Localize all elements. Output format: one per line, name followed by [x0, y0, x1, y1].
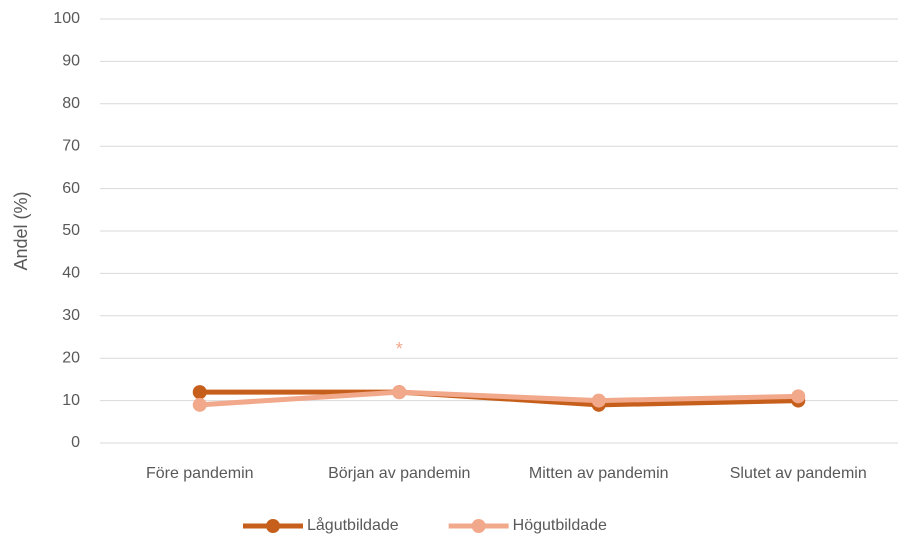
y-tick-label: 100 — [53, 10, 80, 27]
x-tick-label: Början av pandemin — [328, 465, 470, 482]
legend-label: Lågutbildade — [307, 516, 399, 534]
y-tick-label: 20 — [62, 349, 80, 366]
series-line — [199, 389, 799, 408]
y-tick-label: 80 — [62, 95, 80, 112]
x-tick-label: Mitten av pandemin — [529, 465, 669, 482]
x-tick-label: Före pandemin — [146, 465, 254, 482]
y-tick-label: 90 — [62, 53, 80, 70]
legend-label: Högutbildade — [513, 517, 607, 534]
y-axis-title: Andel (%) — [11, 191, 31, 270]
legend-marker — [266, 519, 280, 533]
y-tick-label: 70 — [62, 137, 80, 154]
y-tick-label: 60 — [62, 180, 80, 197]
y-tick-label: 30 — [62, 307, 80, 324]
point — [192, 385, 207, 400]
y-tick-label: 50 — [62, 222, 80, 239]
legend-item: Lågutbildade — [243, 516, 399, 534]
point — [591, 393, 606, 408]
point — [791, 389, 806, 404]
y-tick-label: 40 — [62, 265, 80, 282]
point — [392, 385, 407, 400]
y-tick-label: 10 — [62, 392, 80, 409]
point — [192, 397, 207, 412]
annotation: * — [396, 339, 403, 359]
x-tick-label: Slutet av pandemin — [730, 465, 867, 482]
legend-item: Högutbildade — [448, 517, 607, 534]
legend-marker — [471, 519, 486, 533]
y-tick-label: 0 — [71, 434, 80, 451]
